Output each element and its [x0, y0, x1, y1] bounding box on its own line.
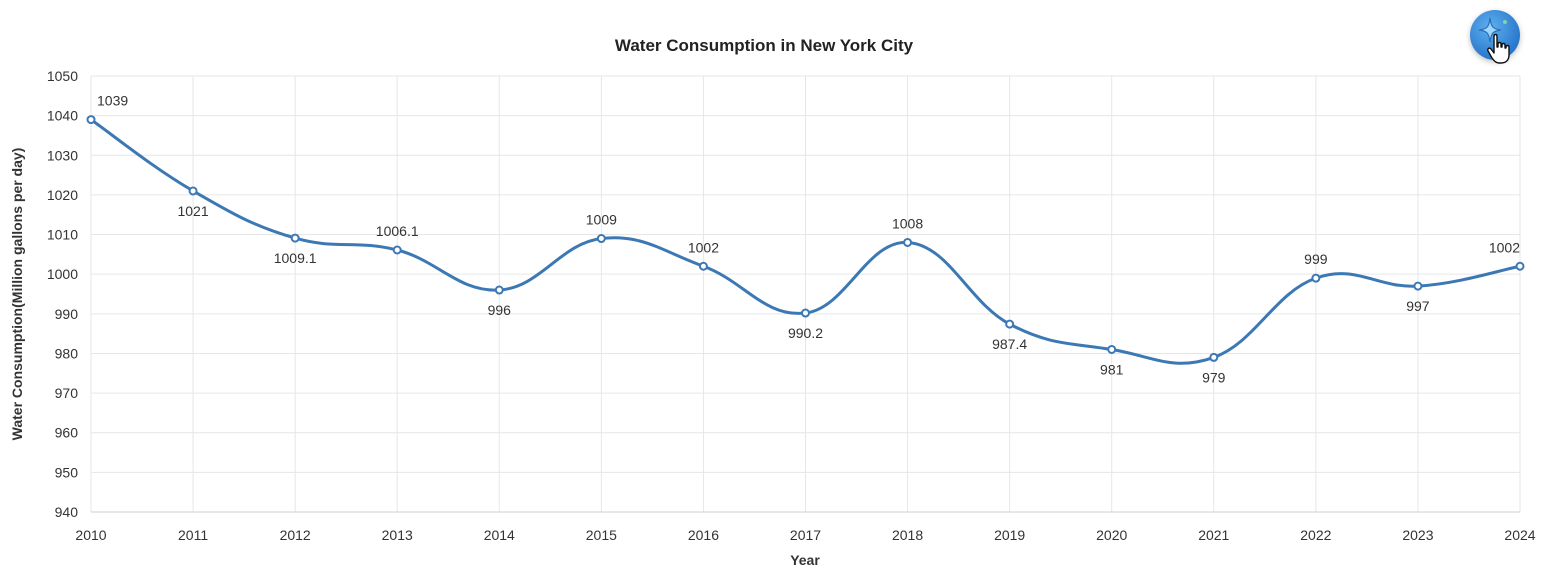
- data-point[interactable]: [494, 285, 504, 295]
- data-label: 996: [488, 302, 512, 318]
- y-tick-label: 1030: [47, 147, 78, 163]
- x-tick-label: 2022: [1300, 527, 1331, 543]
- data-label: 1002: [1489, 239, 1520, 255]
- data-points: [86, 115, 1525, 362]
- x-gridlines: [90, 76, 1521, 512]
- hand-pointer-icon: [1487, 33, 1510, 64]
- data-label: 981: [1100, 361, 1124, 377]
- x-tick-label: 2012: [280, 527, 311, 543]
- data-label: 1039: [97, 93, 128, 109]
- x-tick-label: 2010: [75, 527, 106, 543]
- data-label: 1002: [688, 239, 719, 255]
- x-tick-label: 2017: [790, 527, 821, 543]
- y-tick-label: 940: [55, 504, 79, 520]
- x-axis-label: Year: [790, 552, 820, 568]
- x-tick-label: 2013: [382, 527, 413, 543]
- data-point[interactable]: [903, 237, 913, 247]
- x-tick-label: 2018: [892, 527, 923, 543]
- data-label: 990.2: [788, 325, 823, 341]
- x-tick-label: 2023: [1402, 527, 1433, 543]
- data-label: 1009: [586, 212, 617, 228]
- data-point[interactable]: [1311, 273, 1321, 283]
- y-tick-label: 990: [55, 306, 79, 322]
- sparkle-icon: [1478, 17, 1507, 43]
- y-tick-label: 980: [55, 345, 79, 361]
- data-label: 1009.1: [274, 250, 317, 266]
- data-point[interactable]: [1413, 281, 1423, 291]
- y-tick-label: 960: [55, 425, 79, 441]
- y-tick-label: 950: [55, 464, 79, 480]
- y-tick-label: 1010: [47, 227, 78, 243]
- data-point[interactable]: [188, 186, 198, 196]
- y-tick-label: 970: [55, 385, 79, 401]
- data-point[interactable]: [1005, 319, 1015, 329]
- data-point[interactable]: [698, 261, 708, 271]
- x-tick-label: 2011: [178, 527, 208, 543]
- chart-title: Water Consumption in New York City: [615, 36, 914, 55]
- data-label: 1008: [892, 215, 923, 231]
- data-point[interactable]: [290, 233, 300, 243]
- y-axis-label: Water Consumption(Million gallons per da…: [9, 148, 25, 441]
- x-tick-label: 2024: [1504, 527, 1535, 543]
- y-tick-label: 1040: [47, 108, 78, 124]
- y-axis-ticks: 940 950 960 970 980 990 1000 1010 1020 1030 1040 10…: [47, 68, 78, 520]
- data-point[interactable]: [1107, 344, 1117, 354]
- data-point[interactable]: [596, 234, 606, 244]
- x-tick-label: 2016: [688, 527, 719, 543]
- y-tick-label: 1000: [47, 266, 78, 282]
- x-tick-label: 2021: [1198, 527, 1229, 543]
- data-point[interactable]: [1515, 261, 1525, 271]
- x-tick-label: 2014: [484, 527, 515, 543]
- data-label: 999: [1304, 251, 1328, 267]
- x-axis-ticks: 2010 2011 2012 2013 2014 2015 2016 2017 2018 2019…: [75, 527, 1535, 543]
- data-point[interactable]: [1209, 352, 1219, 362]
- x-tick-label: 2020: [1096, 527, 1127, 543]
- ai-assistant-button[interactable]: [1470, 10, 1520, 64]
- data-labels: 1039 1021 1009.1 1006.1 996 1009 1002 990.2 1008…: [97, 93, 1520, 386]
- data-label: 997: [1406, 298, 1430, 314]
- data-point[interactable]: [801, 308, 810, 318]
- data-label: 979: [1202, 369, 1226, 385]
- x-tick-label: 2015: [586, 527, 617, 543]
- data-label: 987.4: [992, 336, 1027, 352]
- data-point[interactable]: [392, 245, 402, 255]
- data-point[interactable]: [86, 115, 96, 125]
- x-tick-label: 2019: [994, 527, 1025, 543]
- y-tick-label: 1050: [47, 68, 78, 84]
- data-label: 1006.1: [376, 223, 419, 239]
- y-tick-label: 1020: [47, 187, 78, 203]
- data-label: 1021: [177, 203, 208, 219]
